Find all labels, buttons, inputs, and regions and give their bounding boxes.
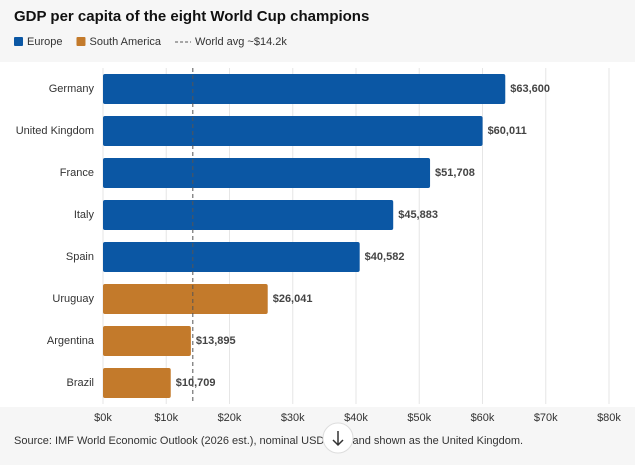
x-tick-label: $40k [344,412,368,424]
x-tick-label: $80k [597,412,621,424]
x-tick-label: $0k [94,412,112,424]
bar [103,242,360,272]
bar [103,284,268,314]
bar [103,200,394,230]
y-tick-label: France [60,167,94,179]
legend-ref-label: World avg ~$14.2k [195,36,287,48]
scroll-button[interactable] [322,422,354,454]
plot: $0k $10k $20k $30k $40k $50k $60k $70k $80k Germa… [16,68,621,424]
x-tick-label: $10k [154,412,178,424]
bar [103,116,483,146]
plot-panel [0,62,635,407]
x-tick-label: $30k [281,412,305,424]
x-tick-label: $60k [471,412,495,424]
bar [103,368,171,398]
y-tick-label: Argentina [47,335,95,347]
value-label: $51,708 [435,167,475,179]
value-label: $13,895 [196,335,236,347]
bar [103,326,191,356]
y-tick-label: United Kingdom [16,125,94,137]
value-label: $60,011 [488,125,527,137]
bar [103,158,431,188]
legend-swatch [14,37,23,46]
legend: Europe South America World avg ~$14.2k [14,36,287,48]
y-tick-label: Uruguay [52,293,94,305]
x-tick-label: $70k [534,412,558,424]
value-label: $26,041 [273,293,313,305]
y-tick-label: Germany [49,83,95,95]
x-tick-label: $20k [218,412,242,424]
value-label: $45,883 [398,209,438,221]
legend-swatch [76,37,86,46]
y-tick-label: Italy [74,209,95,221]
legend-label: Europe [27,36,62,48]
value-label: $63,600 [510,83,550,95]
bar [103,74,506,104]
value-label: $10,709 [176,377,216,389]
source-note: Source: IMF World Economic Outlook (2026… [14,435,523,447]
legend-label: South America [89,36,161,48]
value-label: $40,582 [365,251,405,263]
y-tick-label: Brazil [66,377,94,389]
x-tick-label: $50k [407,412,431,424]
chart-title: GDP per capita of the eight World Cup ch… [14,8,369,25]
y-tick-label: Spain [66,251,94,263]
